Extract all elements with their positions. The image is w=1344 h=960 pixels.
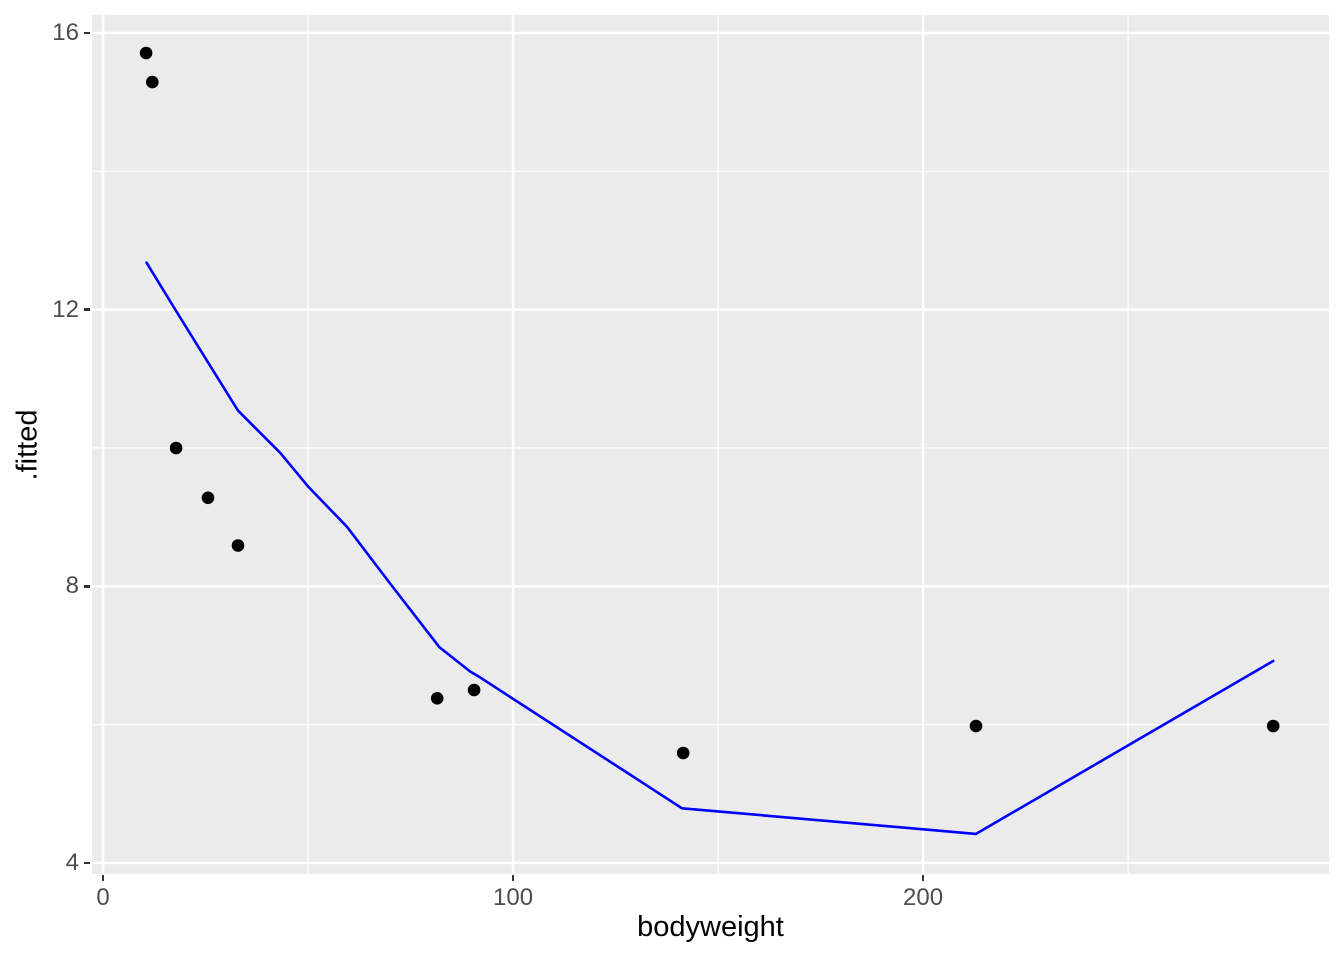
data-point (146, 75, 159, 89)
data-point (467, 683, 481, 697)
data-point (169, 441, 183, 455)
y-tick-mark (84, 31, 90, 35)
panel-canvas (92, 15, 1329, 874)
data-point (430, 692, 444, 705)
y-tick-mark (84, 308, 90, 311)
x-tick-mark (921, 875, 925, 881)
x-tick-label: 0 (96, 884, 110, 911)
y-tick-mark (84, 584, 90, 588)
y-axis-title: .fitted (11, 409, 44, 481)
data-point (231, 539, 245, 552)
data-point (201, 491, 215, 505)
data-point (676, 746, 690, 760)
data-point (1266, 719, 1280, 733)
y-tick-label: 4 (65, 848, 79, 876)
y-tick-label: 16 (52, 18, 79, 46)
x-tick-label: 200 (903, 884, 944, 911)
x-tick-mark (101, 875, 105, 881)
y-tick-label: 8 (65, 572, 79, 600)
y-tick-label: 12 (52, 295, 79, 323)
data-point (969, 719, 983, 733)
data-point (139, 46, 153, 60)
x-tick-mark (511, 875, 515, 881)
y-tick-mark (84, 861, 90, 865)
fitted-line (145, 261, 1275, 836)
plot-panel (92, 15, 1329, 874)
x-tick-label: 100 (493, 884, 534, 911)
x-axis-title: bodyweight (637, 911, 784, 943)
